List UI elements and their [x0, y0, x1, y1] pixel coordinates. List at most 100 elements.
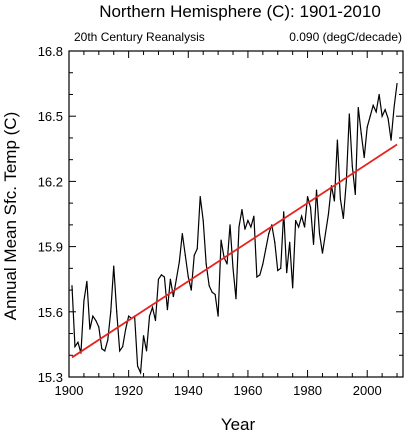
data-point	[318, 232, 321, 235]
data-point	[92, 315, 94, 317]
data-point	[74, 345, 76, 348]
x-tick-label: 2000	[353, 383, 382, 398]
data-point	[339, 198, 341, 200]
data-point	[280, 267, 282, 269]
data-point	[396, 83, 398, 85]
data-point	[214, 293, 216, 296]
data-point	[77, 341, 79, 343]
data-point	[244, 228, 246, 230]
data-point	[184, 254, 186, 256]
data-point	[292, 287, 294, 289]
data-point	[211, 291, 213, 293]
data-point	[363, 156, 365, 159]
data-point	[116, 311, 118, 313]
y-tick-label: 16.2	[38, 174, 63, 189]
data-point	[157, 278, 160, 280]
data-point	[122, 345, 124, 348]
data-point	[217, 315, 219, 317]
data-point	[139, 372, 142, 374]
data-point	[315, 189, 318, 191]
data-point	[145, 350, 148, 352]
chart-title: Northern Hemisphere (C): 1901-2010	[99, 2, 381, 21]
data-point	[378, 93, 380, 96]
data-point	[283, 211, 285, 213]
data-point	[101, 348, 103, 350]
data-point	[247, 219, 249, 222]
x-tick-label: 1900	[55, 383, 84, 398]
data-point	[226, 263, 228, 265]
x-tick-label: 1960	[233, 383, 262, 398]
data-point	[190, 289, 192, 291]
chart-subtitle-right: 0.090 (degC/decade)	[289, 30, 402, 44]
data-point	[345, 180, 347, 182]
data-point	[169, 278, 171, 280]
data-point	[390, 139, 392, 141]
data-point	[178, 261, 180, 263]
series-line	[71, 83, 398, 375]
x-tick-label: 1980	[293, 383, 322, 398]
data-point	[71, 285, 73, 287]
data-point	[277, 269, 279, 272]
data-point	[354, 193, 356, 196]
data-point	[268, 232, 270, 235]
data-point	[125, 328, 127, 330]
data-point	[142, 335, 145, 337]
data-point	[336, 139, 338, 141]
data-point	[333, 200, 336, 202]
data-point	[324, 232, 327, 235]
data-point	[113, 265, 115, 267]
data-point	[286, 272, 288, 274]
y-axis-label: Annual Mean Sfc. Temp (C)	[1, 112, 20, 321]
axis-ticks	[68, 50, 403, 378]
data-point	[256, 276, 258, 278]
data-point	[289, 241, 291, 243]
data-point	[95, 319, 97, 322]
data-point	[351, 165, 353, 167]
data-point	[104, 350, 106, 352]
data-point	[196, 248, 198, 250]
y-tick-label: 16.5	[38, 109, 63, 124]
data-point	[202, 219, 204, 222]
data-point	[259, 274, 261, 276]
data-point	[369, 115, 371, 117]
data-point	[381, 115, 383, 117]
data-point	[372, 104, 374, 106]
data-point	[166, 309, 169, 311]
data-point	[154, 319, 157, 322]
data-point	[151, 306, 154, 309]
y-tick-label: 15.3	[38, 370, 63, 385]
data-point	[238, 226, 240, 228]
data-point	[312, 243, 315, 246]
y-tick-label: 16.8	[38, 44, 63, 59]
data-point	[342, 217, 344, 219]
data-point	[205, 263, 207, 265]
data-point	[321, 252, 324, 254]
data-point	[208, 285, 210, 287]
data-point	[250, 226, 252, 228]
data-point	[295, 219, 297, 222]
data-point	[309, 206, 312, 209]
x-tick-label: 1940	[174, 383, 203, 398]
data-point	[232, 267, 234, 269]
series-points	[71, 83, 398, 374]
data-point	[393, 106, 395, 109]
data-point	[235, 298, 237, 300]
trend-line	[71, 143, 398, 359]
data-point	[360, 132, 362, 135]
data-point	[107, 339, 109, 341]
data-point	[375, 111, 377, 113]
data-point	[301, 215, 303, 217]
data-point	[181, 232, 183, 235]
data-point	[330, 185, 333, 187]
data-point	[128, 315, 130, 317]
data-point	[98, 326, 100, 328]
data-point	[163, 276, 166, 278]
x-tick-label: 1920	[114, 383, 143, 398]
y-tick-label: 15.9	[38, 240, 63, 255]
data-point	[298, 226, 300, 228]
data-point	[119, 350, 121, 352]
data-point	[271, 224, 273, 226]
data-point	[306, 196, 309, 198]
data-point	[241, 209, 243, 211]
